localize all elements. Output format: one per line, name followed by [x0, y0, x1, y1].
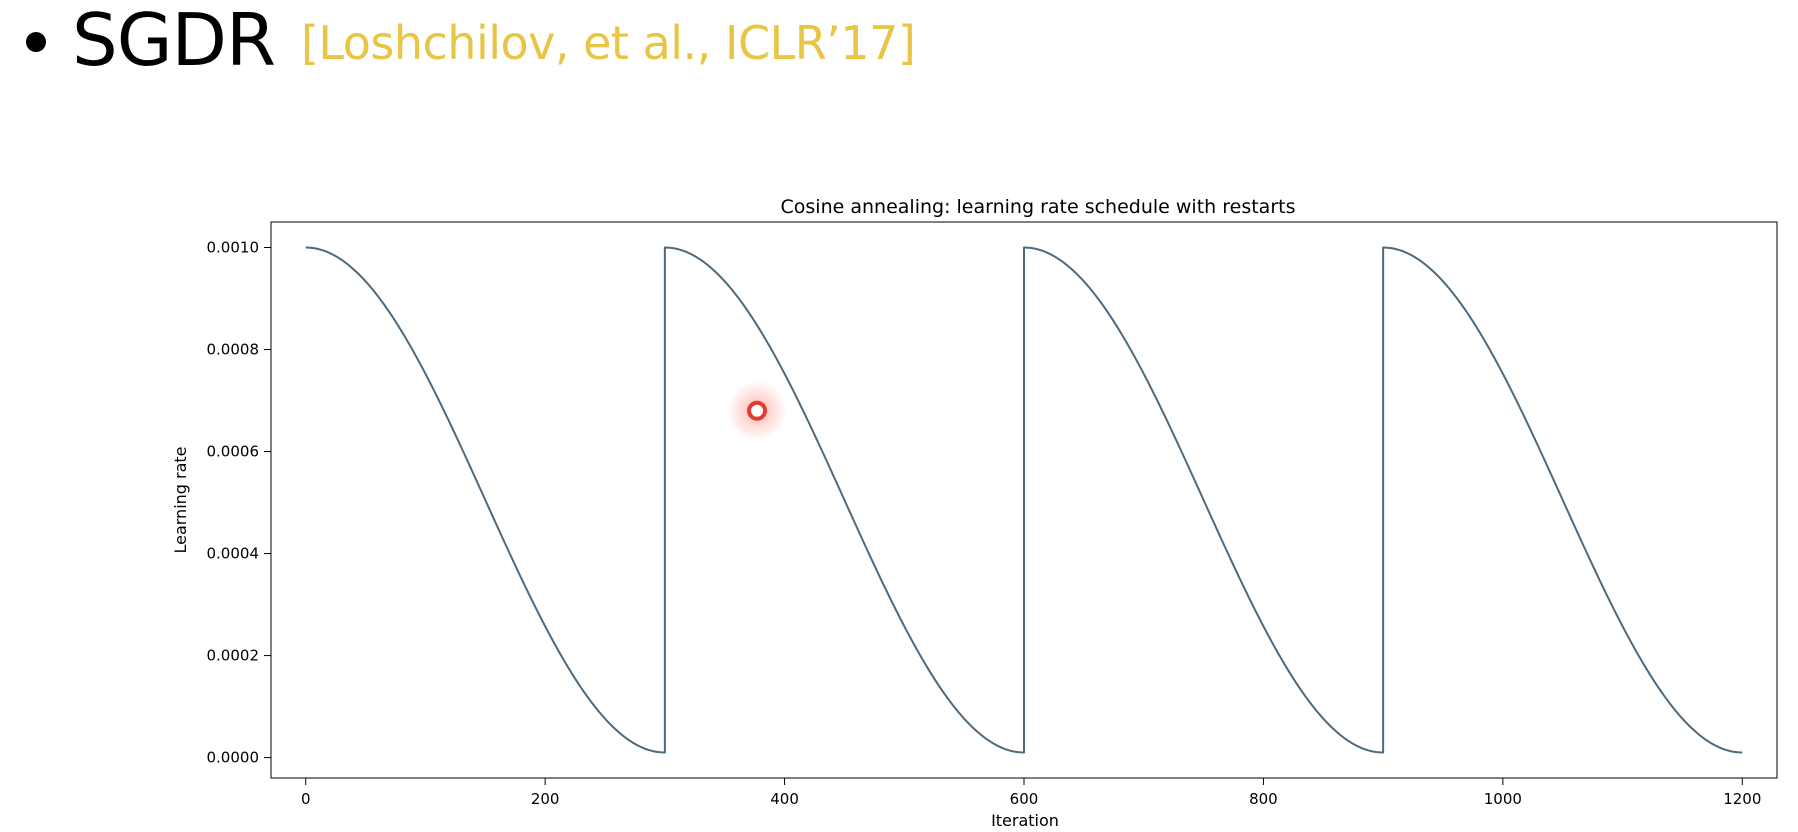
slide-header: SGDR [Loshchilov, et al., ICLR’17] [26, 0, 916, 82]
slide-title: SGDR [72, 0, 276, 82]
chart-title: Cosine annealing: learning rate schedule… [781, 196, 1296, 218]
cursor-highlight-icon [727, 380, 788, 441]
x-tick-label: 600 [1010, 790, 1039, 808]
x-tick-label: 1200 [1723, 790, 1761, 808]
y-tick-label: 0.0010 [207, 239, 260, 257]
y-axis-label: Learning rate [171, 446, 190, 553]
x-axis: 0 200 400 600 800 1000 1200 [301, 778, 1761, 808]
learning-rate-line [305, 246, 1743, 754]
x-tick-label: 800 [1249, 790, 1278, 808]
x-tick-label: 1000 [1484, 790, 1522, 808]
citation: [Loshchilov, et al., ICLR’17] [300, 16, 916, 70]
x-axis-label: Iteration [991, 811, 1059, 830]
x-tick-label: 400 [770, 790, 799, 808]
y-tick-label: 0.0004 [207, 545, 260, 563]
x-tick-label: 0 [301, 790, 311, 808]
y-tick-label: 0.0008 [207, 341, 260, 359]
y-tick-label: 0.0002 [207, 647, 260, 665]
y-tick-label: 0.0000 [207, 749, 260, 767]
y-axis: 0.0000 0.0002 0.0004 0.0006 0.0008 0.0010 [207, 239, 271, 767]
x-tick-label: 200 [531, 790, 560, 808]
y-tick-label: 0.0006 [207, 443, 260, 461]
bullet-icon [26, 32, 46, 52]
